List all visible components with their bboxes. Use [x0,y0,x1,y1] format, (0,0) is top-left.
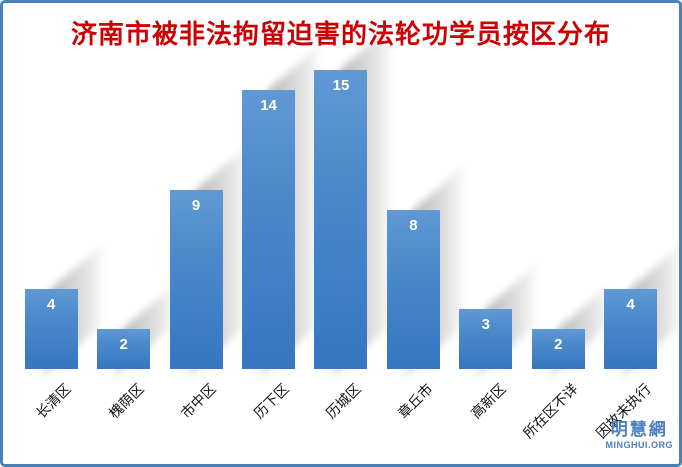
bar-value-label: 14 [260,96,277,114]
bar-fill [459,309,513,369]
bar-fill [97,329,151,369]
bar: 4 [604,247,680,372]
bar: 14 [242,48,318,373]
bar: 8 [386,168,462,372]
bar: 4 [24,247,100,372]
bar-slot: 14 [232,48,318,373]
watermark-domain: MINGHUI.ORG [605,439,673,450]
bar: 3 [459,267,535,372]
bar-value-label: 4 [47,296,56,314]
x-axis-label: 所在区不详 [521,381,582,442]
x-axis-label: 历城区 [324,381,365,423]
bar-value-label: 4 [626,296,635,314]
bar-slot: 2 [522,70,607,372]
bar-fill [314,70,368,369]
plot-area: 4 2 9 14 15 8 3 2 4 [15,28,680,373]
x-axis-label: 高新区 [468,381,510,423]
x-axis-label: 长清区 [34,381,75,423]
bar-fill [531,329,585,369]
bar: 9 [169,148,245,372]
bar-slot: 4 [15,70,100,372]
bar-fill [24,289,78,369]
watermark-minghui: 明慧網 MINGHUI.ORG [605,420,674,451]
bar-slot: 8 [377,70,462,372]
bar-fill [386,209,440,369]
bar-slot: 2 [87,70,173,372]
bar-slot: 4 [595,70,680,372]
bar-fill [604,289,658,369]
bar-slot: 3 [450,70,535,372]
chart-title: 济南市被非法拘留迫害的法轮功学员按区分布 [70,20,611,49]
bar-slot: 9 [160,70,245,372]
x-axis-label: 历下区 [251,381,292,423]
bar-value-label: 2 [119,336,128,354]
bar: 2 [97,287,173,372]
bar-value-label: 2 [554,336,563,354]
bar: 2 [531,287,607,372]
bar-value-label: 8 [409,216,418,234]
bar-fill [169,189,223,369]
x-axis-label: 市中区 [179,381,220,423]
bar-fill [242,89,296,369]
watermark-name: 明慧網 [610,420,668,439]
bar-value-label: 3 [481,316,491,334]
bar-value-label: 9 [191,196,201,214]
x-axis-label: 槐荫区 [106,381,148,423]
bar-value-label: 15 [332,77,350,94]
bar-slot: 15 [305,28,390,373]
bar: 15 [314,28,390,373]
x-axis-label: 章丘市 [396,381,437,423]
